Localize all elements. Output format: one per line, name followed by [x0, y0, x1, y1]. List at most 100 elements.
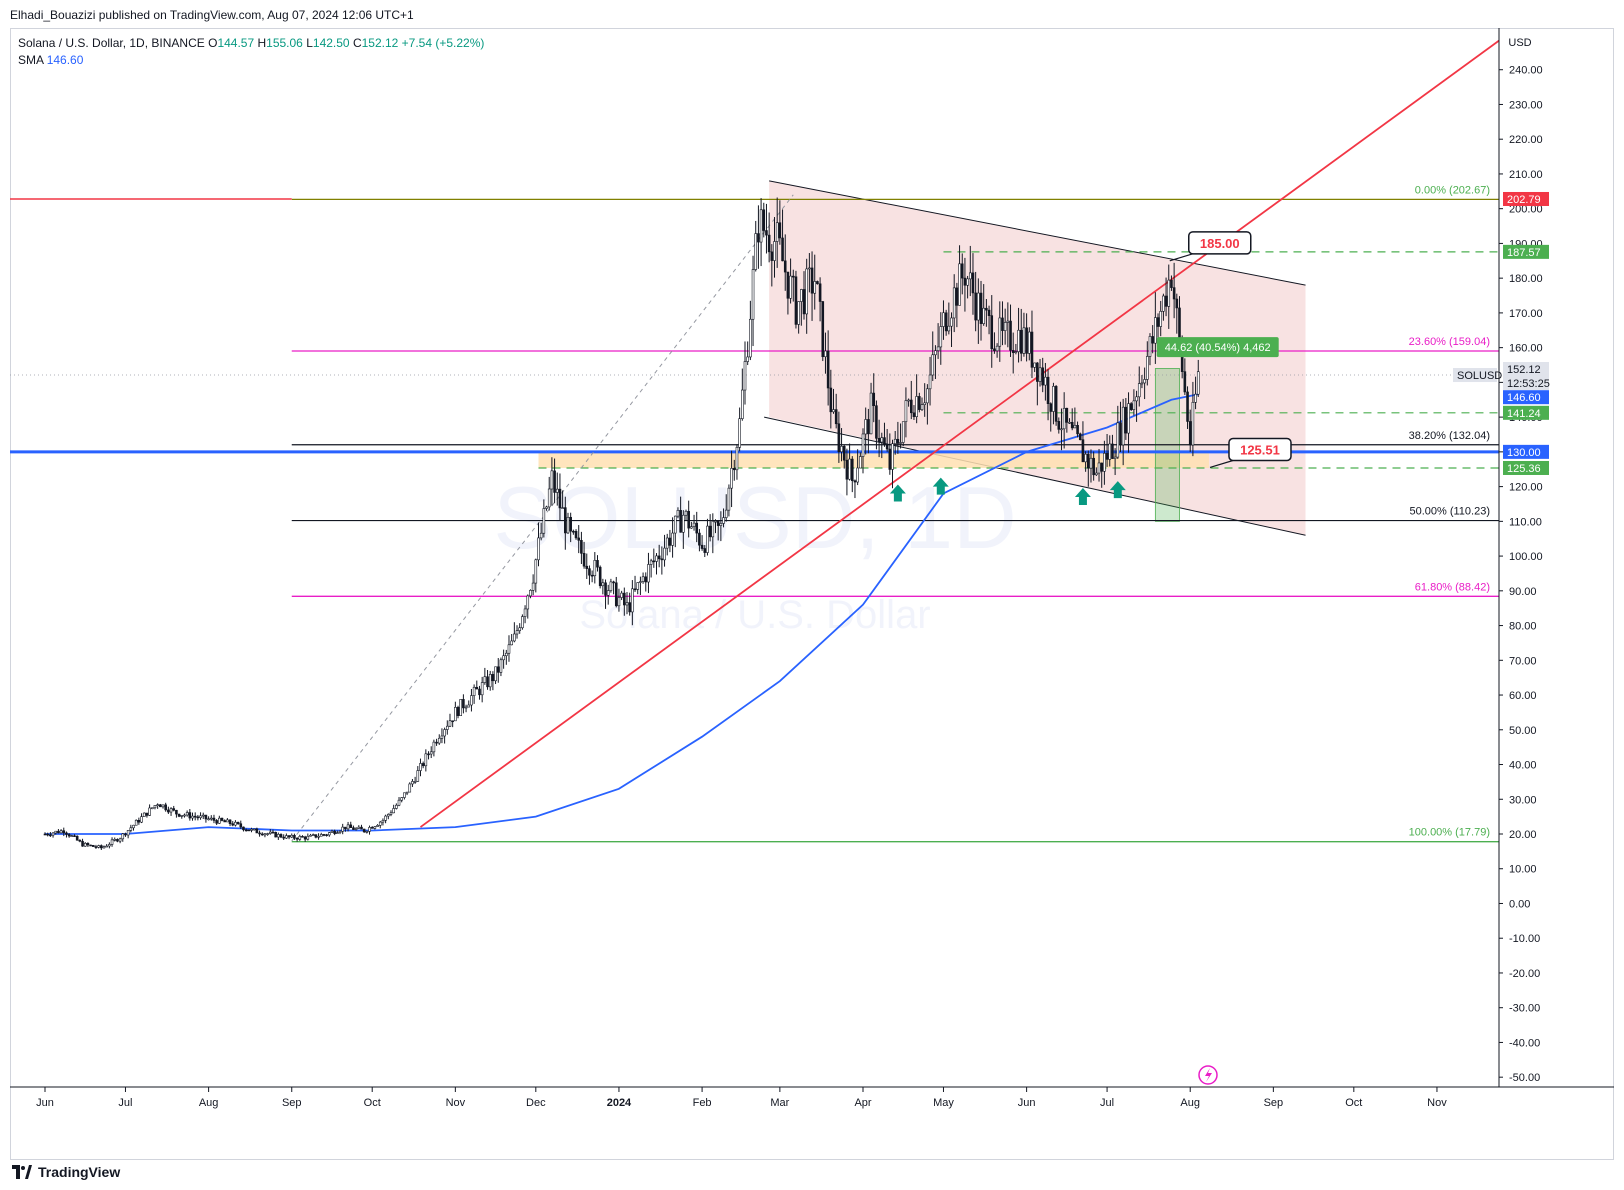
legend-ohlc-row: Solana / U.S. Dollar, 1D, BINANCE O144.5…: [18, 35, 484, 52]
time-axis[interactable]: Jun Jul Aug Sep Oct Nov Dec 2024 Feb Mar Apr May Jun…: [36, 1087, 1447, 1109]
candle-body: [97, 845, 100, 848]
callout-pointer: [1169, 253, 1193, 262]
candle-body: [1046, 376, 1050, 404]
candle-body: [555, 488, 559, 493]
candle-body: [963, 277, 967, 286]
candle-body: [172, 808, 176, 811]
candle-body: [1186, 391, 1189, 422]
candle-body: [800, 289, 803, 302]
candle-body: [896, 438, 900, 444]
candle-body: [448, 720, 452, 727]
candle-body: [1076, 425, 1079, 435]
candle-body: [545, 506, 548, 509]
candle-body: [306, 835, 310, 840]
candle-body: [464, 706, 468, 709]
candle-body: [207, 818, 210, 821]
candle-body: [663, 547, 666, 561]
candle-body: [491, 674, 495, 682]
candle-body: [159, 804, 162, 808]
candle-body: [730, 468, 733, 489]
candle-body: [968, 272, 972, 280]
candle-body: [341, 826, 345, 832]
measurement-label: 44.62 (40.54%) 4,462: [1165, 342, 1271, 354]
candle-body: [1084, 453, 1087, 463]
legend-symbol[interactable]: Solana / U.S. Dollar, 1D, BINANCE: [18, 36, 205, 50]
candle-body: [998, 317, 1002, 347]
up-arrow-icon: [889, 484, 906, 502]
candle-body: [1062, 407, 1066, 430]
candle-body: [966, 278, 969, 286]
price-axis[interactable]: -50.00 -40.00 -30.00 -20.00 -10.00 0.00 10.00 2…: [1453, 65, 1550, 1084]
x-tick-label: Mar: [770, 1097, 789, 1109]
candle-body: [228, 819, 232, 825]
candle-body: [950, 317, 953, 327]
candle-body: [899, 442, 902, 444]
candle-body: [698, 532, 701, 546]
candle-body: [612, 581, 615, 584]
candle-body: [486, 676, 489, 688]
x-tick-label: Aug: [1180, 1097, 1200, 1109]
candle-body: [204, 814, 208, 820]
candle-body: [505, 652, 508, 657]
candle-body: [212, 817, 216, 821]
candle-body: [604, 582, 607, 596]
tradingview-logo[interactable]: TradingView: [12, 1164, 120, 1180]
y-tick-label: 70.00: [1509, 655, 1537, 667]
candle-body: [140, 816, 143, 823]
candle-body: [550, 470, 554, 490]
candle-body: [459, 699, 463, 716]
candle-body: [676, 510, 680, 517]
fib-label: 50.00% (110.23): [1409, 506, 1490, 518]
candle-body: [719, 523, 723, 526]
candle-body: [1188, 421, 1192, 446]
candle-body: [102, 846, 106, 849]
y-tick-label: 110.00: [1509, 516, 1542, 528]
candle-body: [116, 839, 119, 842]
candle-body: [105, 845, 108, 848]
candle-body: [526, 595, 530, 610]
candle-body: [529, 590, 532, 597]
candle-body: [561, 507, 564, 509]
price-axis-label: 202.79: [1507, 194, 1541, 206]
candle-body: [572, 530, 575, 533]
legend-sma-label[interactable]: SMA: [18, 53, 44, 67]
candle-body: [454, 707, 457, 722]
candle-body: [129, 827, 133, 831]
candle-body: [542, 508, 546, 534]
candle-body: [108, 844, 111, 847]
price-axis-label: 146.60: [1507, 392, 1541, 404]
y-tick-label: 210.00: [1509, 169, 1543, 181]
candle-body: [1105, 453, 1109, 460]
candle-body: [185, 812, 189, 816]
candle-body: [513, 633, 516, 642]
candle-body: [553, 470, 556, 493]
tradingview-brand: TradingView: [38, 1164, 121, 1180]
lightning-icon[interactable]: [1198, 1065, 1218, 1085]
candle-body: [49, 834, 52, 837]
candle-body: [671, 532, 674, 546]
candle-body: [405, 791, 409, 794]
candle-body: [810, 267, 814, 294]
candle-body: [260, 833, 264, 836]
candle-body: [714, 520, 717, 523]
candle-body: [977, 292, 980, 321]
candle-body: [408, 783, 412, 793]
channel-upper-line: [769, 180, 1306, 286]
candle-body: [958, 263, 961, 306]
candle-body: [416, 770, 420, 782]
candle-body: [188, 812, 192, 819]
candle-body: [861, 433, 865, 457]
candle-body: [378, 821, 382, 826]
y-tick-label: 50.00: [1509, 725, 1537, 737]
y-tick-label: 90.00: [1509, 586, 1537, 598]
candle-body: [1135, 396, 1138, 402]
candle-body: [569, 516, 572, 532]
x-tick-label: 2024: [607, 1097, 632, 1109]
candle-body: [781, 237, 784, 262]
candle-body: [134, 819, 138, 826]
currency-label[interactable]: USD: [1508, 37, 1531, 49]
candle-body: [290, 834, 294, 838]
candle-body: [743, 361, 747, 391]
candle-body: [121, 833, 125, 840]
